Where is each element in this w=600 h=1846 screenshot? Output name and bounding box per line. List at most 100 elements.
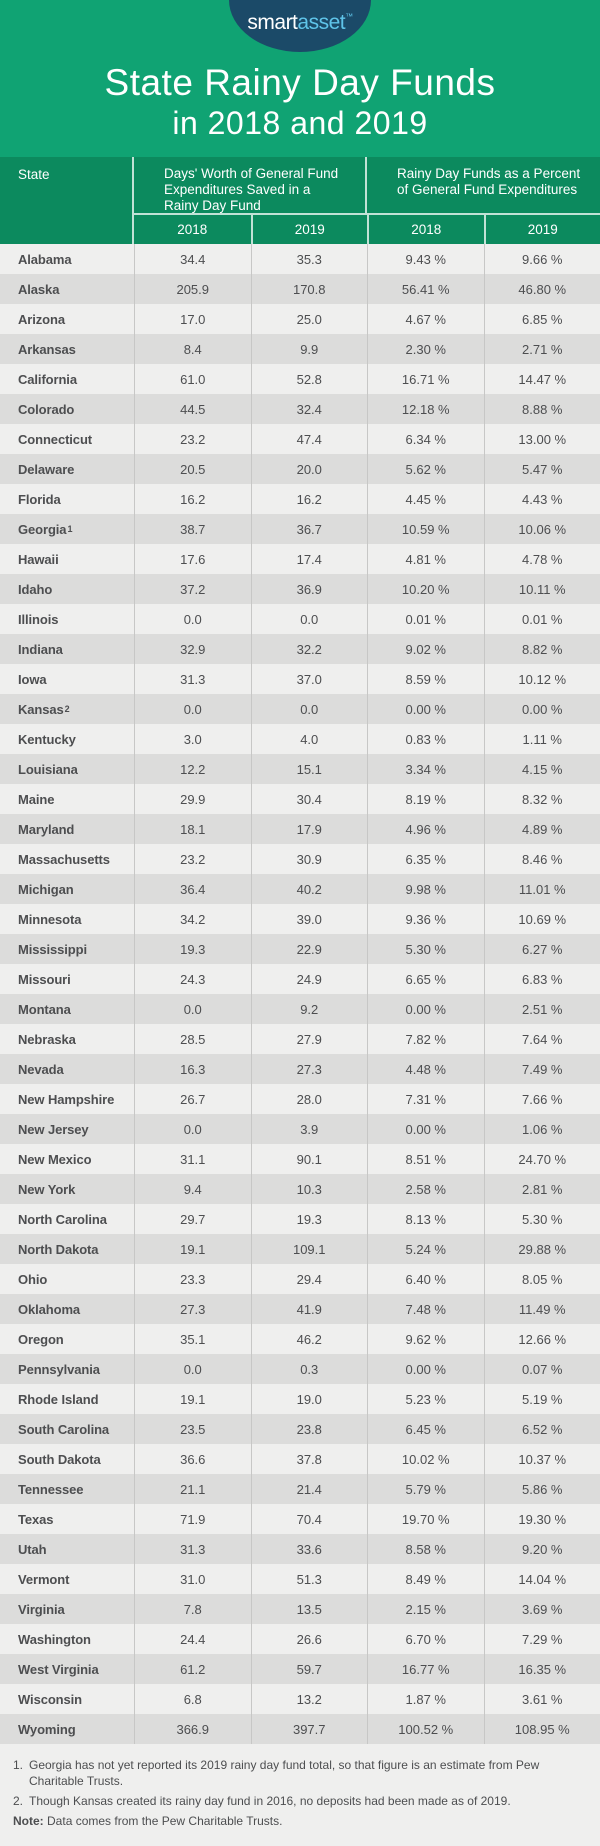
days-2019-cell: 39.0 — [250, 904, 368, 934]
table-header: State Days' Worth of General Fund Expend… — [0, 157, 600, 244]
smartasset-wordmark: smartasset™ — [0, 11, 600, 35]
pct-2019-cell: 10.37 % — [483, 1444, 600, 1474]
days-2019-cell: 36.7 — [250, 514, 368, 544]
days-2019-cell: 13.2 — [250, 1684, 368, 1714]
table-row: Georgia 1 38.7 36.7 10.59 % 10.06 % — [0, 514, 600, 544]
days-2018-cell: 23.3 — [134, 1264, 251, 1294]
days-2019-cell: 21.4 — [250, 1474, 368, 1504]
pct-2019-cell: 0.00 % — [483, 694, 600, 724]
days-2019-cell: 59.7 — [250, 1654, 368, 1684]
pct-2019-cell: 11.49 % — [483, 1294, 600, 1324]
days-2019-cell: 24.9 — [250, 964, 368, 994]
table-row: Illinois 0.0 0.0 0.01 % 0.01 % — [0, 604, 600, 634]
days-2018-cell: 6.8 — [134, 1684, 251, 1714]
pct-2019-cell: 5.30 % — [483, 1204, 600, 1234]
state-name-cell: Louisiana — [18, 761, 78, 777]
days-2018-cell: 36.4 — [134, 874, 251, 904]
state-name-cell: Montana — [18, 1001, 71, 1017]
days-2018-cell: 21.1 — [134, 1474, 251, 1504]
pct-2019-cell: 14.04 % — [483, 1564, 600, 1594]
table-row: Mississippi 19.3 22.9 5.30 % 6.27 % — [0, 934, 600, 964]
pct-2019-cell: 9.66 % — [483, 244, 600, 274]
days-2018-cell: 32.9 — [134, 634, 251, 664]
state-name-cell: Rhode Island — [18, 1391, 99, 1407]
pct-2019-cell: 2.71 % — [483, 334, 600, 364]
days-2018-cell: 16.2 — [134, 484, 251, 514]
title-line-2: in 2018 and 2019 — [172, 104, 428, 141]
days-2018-cell: 17.0 — [134, 304, 251, 334]
note-text: Data comes from the Pew Charitable Trust… — [47, 1814, 283, 1828]
pct-2019-cell: 24.70 % — [483, 1144, 600, 1174]
pct-2018-cell: 9.02 % — [367, 634, 484, 664]
pct-2018-cell: 7.82 % — [367, 1024, 484, 1054]
pct-2019-cell: 6.83 % — [483, 964, 600, 994]
state-name-cell: Nebraska — [18, 1031, 76, 1047]
pct-2018-cell: 2.30 % — [367, 334, 484, 364]
days-2019-cell: 27.3 — [250, 1054, 368, 1084]
pct-2019-cell: 10.69 % — [483, 904, 600, 934]
pct-2019-cell: 3.69 % — [483, 1594, 600, 1624]
state-name-cell: Illinois — [18, 611, 59, 627]
table-row: North Dakota 19.1 109.1 5.24 % 29.88 % — [0, 1234, 600, 1264]
days-2019-cell: 37.0 — [250, 664, 368, 694]
table-body: Alabama 34.4 35.3 9.43 % 9.66 % Alaska 205.9 17… — [0, 244, 600, 1744]
state-name-cell: Delaware — [18, 461, 75, 477]
pct-2019-cell: 7.64 % — [483, 1024, 600, 1054]
state-name-cell: Alabama — [18, 251, 72, 267]
days-2018-cell: 3.0 — [134, 724, 251, 754]
state-name-cell: Hawaii — [18, 551, 59, 567]
pct-2019-cell: 4.15 % — [483, 754, 600, 784]
year-header-row: 2018 2019 2018 2019 — [134, 213, 600, 244]
table-row: Louisiana 12.2 15.1 3.34 % 4.15 % — [0, 754, 600, 784]
pct-2018-cell: 19.70 % — [367, 1504, 484, 1534]
pct-2018-cell: 1.87 % — [367, 1684, 484, 1714]
days-2018-cell: 37.2 — [134, 574, 251, 604]
pct-2019-cell: 7.66 % — [483, 1084, 600, 1114]
table-row: Texas 71.9 70.4 19.70 % 19.30 % — [0, 1504, 600, 1534]
pct-2018-cell: 6.35 % — [367, 844, 484, 874]
hero-header: smartasset™ State Rainy Day Funds in 201… — [0, 0, 600, 157]
pct-2018-cell: 16.77 % — [367, 1654, 484, 1684]
state-name-cell: Wyoming — [18, 1721, 76, 1737]
pct-2019-cell: 10.06 % — [483, 514, 600, 544]
table-row: Michigan 36.4 40.2 9.98 % 11.01 % — [0, 874, 600, 904]
days-2019-cell: 19.3 — [250, 1204, 368, 1234]
days-2019-cell: 27.9 — [250, 1024, 368, 1054]
state-name-cell: Vermont — [18, 1571, 70, 1587]
pct-2018-cell: 5.62 % — [367, 454, 484, 484]
days-2018-cell: 34.4 — [134, 244, 251, 274]
table-row: Arizona 17.0 25.0 4.67 % 6.85 % — [0, 304, 600, 334]
brand-asset: asset — [297, 11, 346, 34]
state-name-cell: West Virginia — [18, 1661, 99, 1677]
year-header-pct-2019: 2019 — [483, 215, 600, 244]
footnote-number-2: 2. — [13, 1794, 24, 1808]
days-2019-cell: 37.8 — [250, 1444, 368, 1474]
table-row: New Mexico 31.1 90.1 8.51 % 24.70 % — [0, 1144, 600, 1174]
state-name-cell: Washington — [18, 1631, 91, 1647]
state-column-header: State — [0, 157, 134, 244]
days-2019-cell: 23.8 — [250, 1414, 368, 1444]
days-2019-cell: 52.8 — [250, 364, 368, 394]
table-row: Colorado 44.5 32.4 12.18 % 8.88 % — [0, 394, 600, 424]
state-name-cell: Texas — [18, 1511, 54, 1527]
pct-2019-cell: 9.20 % — [483, 1534, 600, 1564]
pct-2018-cell: 8.58 % — [367, 1534, 484, 1564]
table-row: Virginia 7.8 13.5 2.15 % 3.69 % — [0, 1594, 600, 1624]
pct-2018-cell: 2.15 % — [367, 1594, 484, 1624]
pct-2019-cell: 16.35 % — [483, 1654, 600, 1684]
table-row: California 61.0 52.8 16.71 % 14.47 % — [0, 364, 600, 394]
pct-2019-cell: 108.95 % — [483, 1714, 600, 1744]
table-row: New Jersey 0.0 3.9 0.00 % 1.06 % — [0, 1114, 600, 1144]
table-row: Kansas 2 0.0 0.0 0.00 % 0.00 % — [0, 694, 600, 724]
days-2019-cell: 47.4 — [250, 424, 368, 454]
state-name-cell: Utah — [18, 1541, 47, 1557]
pct-2018-cell: 4.81 % — [367, 544, 484, 574]
days-2019-cell: 109.1 — [250, 1234, 368, 1264]
pct-2019-cell: 0.01 % — [483, 604, 600, 634]
pct-2018-cell: 6.45 % — [367, 1414, 484, 1444]
pct-2019-cell: 11.01 % — [483, 874, 600, 904]
days-2019-cell: 30.9 — [250, 844, 368, 874]
days-2019-cell: 30.4 — [250, 784, 368, 814]
state-name-cell: Arkansas — [18, 341, 76, 357]
table-row: Arkansas 8.4 9.9 2.30 % 2.71 % — [0, 334, 600, 364]
